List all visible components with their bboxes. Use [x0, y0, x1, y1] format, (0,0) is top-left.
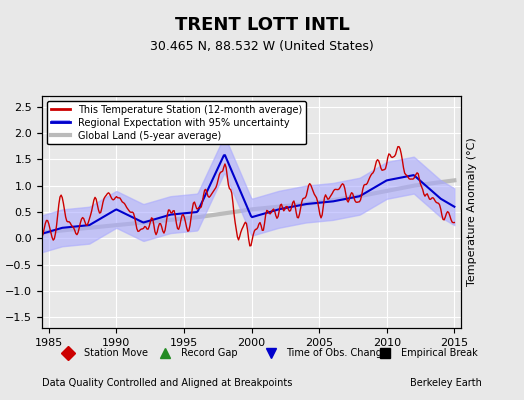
- Y-axis label: Temperature Anomaly (°C): Temperature Anomaly (°C): [467, 138, 477, 286]
- Text: Record Gap: Record Gap: [181, 348, 237, 358]
- Text: TRENT LOTT INTL: TRENT LOTT INTL: [174, 16, 350, 34]
- Text: 30.465 N, 88.532 W (United States): 30.465 N, 88.532 W (United States): [150, 40, 374, 53]
- Text: Station Move: Station Move: [84, 348, 148, 358]
- Text: Berkeley Earth: Berkeley Earth: [410, 378, 482, 388]
- Legend: This Temperature Station (12-month average), Regional Expectation with 95% uncer: This Temperature Station (12-month avera…: [47, 101, 306, 144]
- Text: Time of Obs. Change: Time of Obs. Change: [286, 348, 388, 358]
- Text: Empirical Break: Empirical Break: [401, 348, 477, 358]
- Text: Data Quality Controlled and Aligned at Breakpoints: Data Quality Controlled and Aligned at B…: [42, 378, 292, 388]
